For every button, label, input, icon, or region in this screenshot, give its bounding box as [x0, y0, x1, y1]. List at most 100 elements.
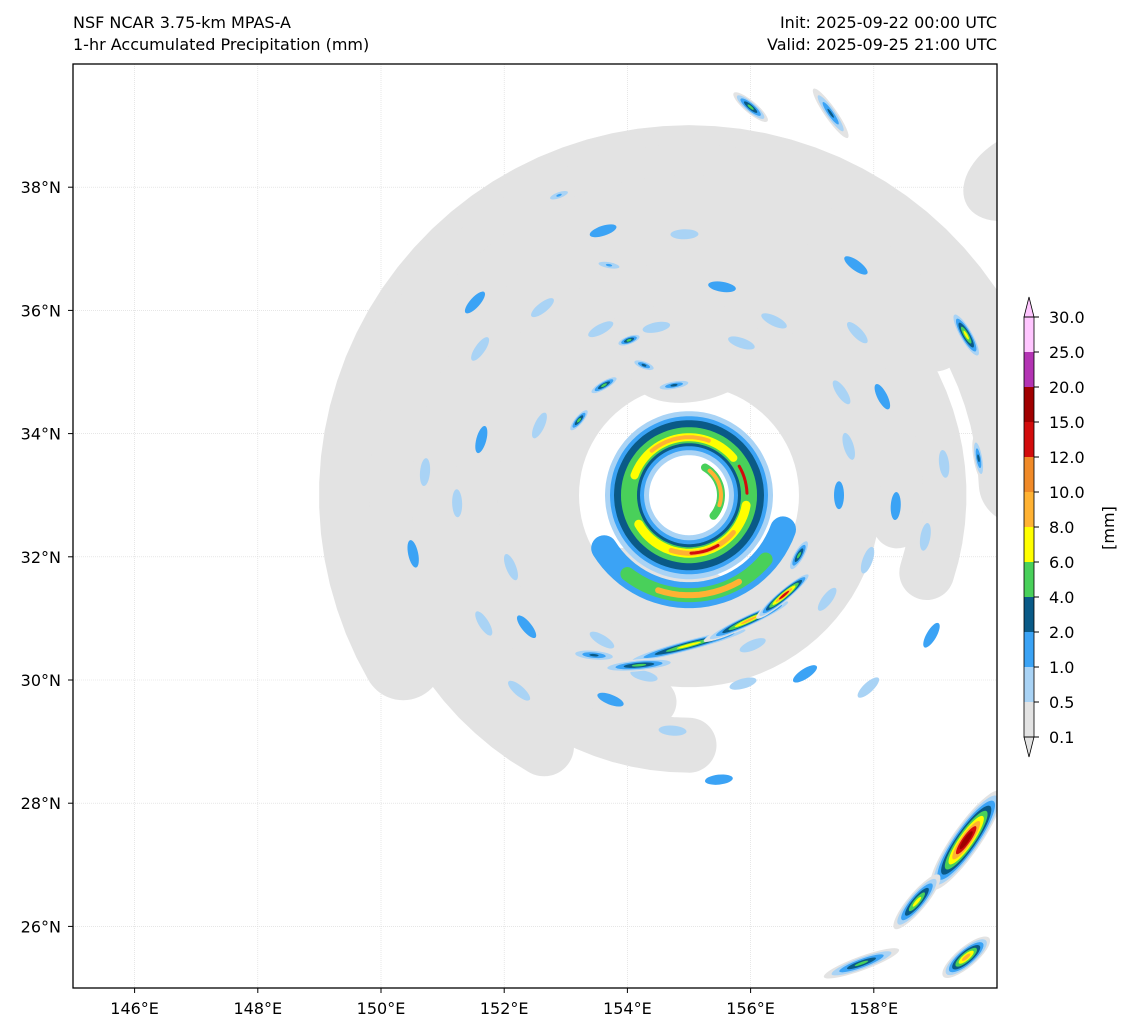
precip-cell [516, 615, 537, 639]
precip-cell [407, 540, 419, 568]
precip-cell [857, 677, 880, 698]
precip-cell [556, 193, 562, 197]
init-time: Init: 2025-09-22 00:00 UTC [779, 13, 997, 32]
precip-cell [959, 831, 973, 850]
precip-cell [588, 321, 614, 338]
precip-cell [589, 653, 599, 657]
colorbar-level-label: 20.0 [1049, 378, 1085, 397]
precip-cell [630, 669, 658, 682]
light-rain-shield [538, 345, 839, 646]
x-tick-label: 146°E [110, 999, 159, 1018]
y-tick-label: 26°N [21, 917, 61, 936]
colorbar-level-label: 1.0 [1049, 658, 1074, 677]
precip-cell [508, 680, 531, 701]
precip-cell [912, 896, 922, 907]
colorbar-segment [1024, 422, 1034, 457]
y-tick-label: 32°N [21, 548, 61, 567]
light-rain-shield [411, 217, 967, 773]
precip-cell [658, 725, 687, 736]
y-tick-label: 30°N [21, 671, 61, 690]
y-tick-label: 34°N [21, 425, 61, 444]
light-rain-shield [319, 125, 997, 701]
precip-cell [641, 363, 647, 367]
y-tick-label: 28°N [21, 794, 61, 813]
colorbar-level-label: 12.0 [1049, 448, 1085, 467]
eyewall [737, 464, 749, 495]
colorbar-level-label: 4.0 [1049, 588, 1074, 607]
precip-cell [704, 774, 733, 785]
precip-cell [739, 638, 766, 653]
colorbar-level-label: 25.0 [1049, 343, 1085, 362]
precip-cell [796, 552, 802, 559]
precip-cell [670, 229, 699, 240]
precip-cell [817, 587, 837, 611]
colorbar-segment [1024, 702, 1034, 737]
precip-cell [977, 454, 980, 463]
precip-cell [626, 338, 632, 342]
map-frame [72, 63, 998, 989]
light-rain-shield [341, 126, 878, 382]
precip-cell [778, 590, 790, 600]
colorbar-segment [1024, 527, 1034, 562]
precip-cell [919, 523, 931, 551]
longitude-axis: 146°E 148°E 150°E 152°E 154°E 156°E 158°E [110, 988, 898, 1018]
precip-cell [874, 384, 891, 410]
colorbar-level-label: 0.1 [1049, 728, 1074, 747]
precip-cell [475, 611, 493, 636]
colorbar-level-label: 2.0 [1049, 623, 1074, 642]
precip-cell [963, 330, 969, 340]
precip-cell [827, 108, 834, 118]
precip-cell [531, 298, 554, 318]
precip-cell [475, 425, 488, 454]
precip-cell [597, 692, 624, 707]
precip-cell [844, 256, 868, 275]
eye [662, 474, 722, 527]
precip-cell [464, 291, 486, 314]
precip-cell [576, 417, 582, 423]
precip-cell [452, 489, 463, 518]
precip-cell [532, 412, 547, 439]
light-rain-shield [963, 129, 997, 222]
colorbar-segment [1024, 597, 1034, 632]
eyewall [649, 435, 711, 453]
y-tick-label: 36°N [21, 301, 61, 320]
colorbar-segment [1024, 562, 1034, 597]
precipitation-field [319, 88, 997, 979]
field-title: 1-hr Accumulated Precipitation (mm) [73, 35, 370, 54]
precip-cell [834, 481, 844, 510]
precip-cell [938, 449, 950, 478]
precip-cell [860, 546, 875, 574]
precip-cell [676, 641, 702, 649]
precip-cell [729, 677, 757, 690]
colorbar-segment [1024, 352, 1034, 387]
inner-band [707, 468, 723, 508]
colorbar: 0.1 0.5 1.0 2.0 4.0 6.0 8.0 10.0 12.0 15.0 20.0 25.… [1023, 296, 1118, 758]
precip-cell [961, 953, 971, 961]
precip-cell [503, 554, 518, 581]
precip-cell [923, 622, 940, 648]
precip-cell [832, 380, 851, 405]
colorbar-segment [1024, 457, 1034, 492]
valid-time: Valid: 2025-09-25 21:00 UTC [766, 35, 997, 54]
precip-cell [740, 616, 758, 625]
y-tick-label: 38°N [21, 178, 61, 197]
precip-cell [747, 104, 754, 110]
primary-rainband [655, 578, 742, 599]
precip-cell [670, 383, 678, 387]
colorbar-segment [1024, 317, 1034, 352]
precip-cell [728, 336, 755, 350]
colorbar-min-extend [1023, 736, 1035, 758]
colorbar-segment [1024, 387, 1034, 422]
precip-cell [419, 458, 431, 487]
colorbar-level-label: 8.0 [1049, 518, 1074, 537]
colorbar-segment [1024, 492, 1034, 527]
precip-cell [605, 263, 613, 267]
colorbar-level-label: 6.0 [1049, 553, 1074, 572]
x-tick-label: 152°E [480, 999, 529, 1018]
colorbar-level-label: 15.0 [1049, 413, 1085, 432]
precip-cell [792, 665, 818, 683]
precip-cell [631, 663, 647, 667]
eyewall [689, 543, 720, 555]
colorbar-level-label: 0.5 [1049, 693, 1074, 712]
